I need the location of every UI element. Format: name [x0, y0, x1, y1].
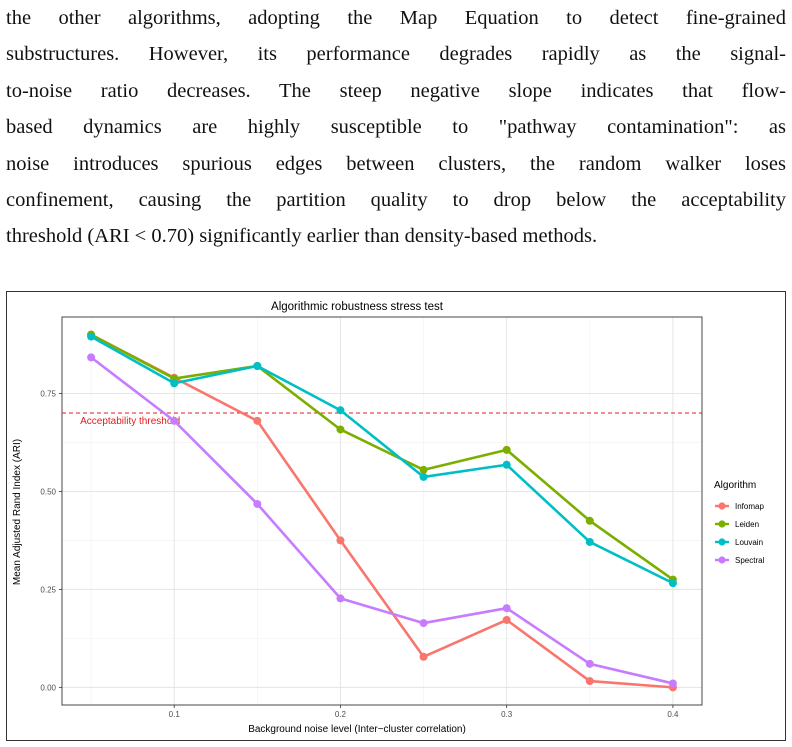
- paragraph-line: based dynamics are highly susceptible to…: [6, 116, 786, 139]
- legend-label: Louvain: [735, 538, 763, 547]
- legend-key-dot: [718, 502, 726, 510]
- y-tick-label: 0.00: [40, 683, 56, 692]
- data-point-infomap: [336, 536, 345, 545]
- data-point-spectral: [668, 679, 677, 688]
- x-tick-label: 0.4: [667, 710, 679, 719]
- chart-title: Algorithmic robustness stress test: [271, 301, 444, 313]
- data-point-spectral: [87, 353, 96, 362]
- data-point-louvain: [253, 361, 262, 370]
- data-point-louvain: [585, 537, 594, 546]
- paragraph-line: to-noise ratio decreases. The steep nega…: [6, 79, 786, 102]
- robustness-line-chart: Algorithmic robustness stress test 0.1 0.…: [12, 301, 765, 735]
- series-line-louvain: [90, 335, 674, 585]
- x-tick-label: 0.3: [501, 710, 513, 719]
- data-point-infomap: [419, 652, 428, 661]
- paragraph-line: threshold (ARI < 0.70) significantly ear…: [6, 225, 598, 248]
- data-point-spectral: [585, 659, 594, 668]
- data-point-spectral: [419, 619, 428, 628]
- data-point-leiden: [585, 516, 594, 525]
- x-axis-label: Background noise level (Inter−cluster co…: [248, 724, 466, 735]
- plot-area: 0.1 0.2 0.3 0.4 0.00 0.25 0.50 0.75 Acceptabilit…: [40, 316, 703, 719]
- series-line-spectral: [90, 356, 674, 685]
- series-line-infomap: [90, 333, 674, 689]
- data-point-infomap: [253, 416, 262, 425]
- paragraph-line: substructures. However, its performance …: [6, 43, 786, 66]
- data-point-spectral: [253, 499, 262, 508]
- legend-label: Leiden: [735, 520, 759, 529]
- data-point-louvain: [419, 472, 428, 481]
- data-point-infomap: [502, 615, 511, 624]
- body-paragraph: the other algorithms, adopting the Map E…: [6, 0, 786, 255]
- legend: Algorithm Infomap Leiden Louvain Spectral: [714, 480, 765, 565]
- data-point-spectral: [502, 604, 511, 613]
- data-point-louvain: [336, 406, 345, 415]
- y-tick-label: 0.75: [40, 389, 56, 398]
- y-axis-label: Mean Adjusted Rand Index (ARI): [12, 439, 23, 585]
- figure-frame: Algorithmic robustness stress test 0.1 0.…: [6, 291, 786, 741]
- panel-border: [61, 316, 703, 706]
- data-point-louvain: [668, 579, 677, 588]
- legend-key-dot: [718, 520, 726, 528]
- data-point-louvain: [170, 379, 179, 388]
- legend-label: Spectral: [735, 556, 765, 565]
- y-tick-label: 0.25: [40, 585, 56, 594]
- data-point-spectral: [336, 594, 345, 603]
- y-tick-label: 0.50: [40, 487, 56, 496]
- series-line-leiden: [90, 333, 674, 581]
- data-point-spectral: [170, 416, 179, 425]
- data-point-infomap: [585, 677, 594, 686]
- legend-key-dot: [718, 556, 726, 564]
- data-point-louvain: [502, 460, 511, 469]
- paragraph-line: confinement, causing the partition quali…: [6, 189, 786, 212]
- data-point-louvain: [87, 332, 96, 341]
- x-tick-label: 0.1: [169, 710, 181, 719]
- threshold-label: Acceptability threshold: [80, 416, 180, 427]
- x-tick-label: 0.2: [335, 710, 347, 719]
- data-point-leiden: [502, 445, 511, 454]
- data-point-leiden: [336, 425, 345, 434]
- data-point-leiden: [419, 465, 428, 474]
- paragraph-line: noise introduces spurious edges between …: [6, 152, 786, 175]
- legend-key-dot: [718, 538, 726, 546]
- legend-label: Infomap: [735, 502, 764, 511]
- paragraph-line: the other algorithms, adopting the Map E…: [6, 7, 786, 29]
- legend-title: Algorithm: [714, 480, 756, 491]
